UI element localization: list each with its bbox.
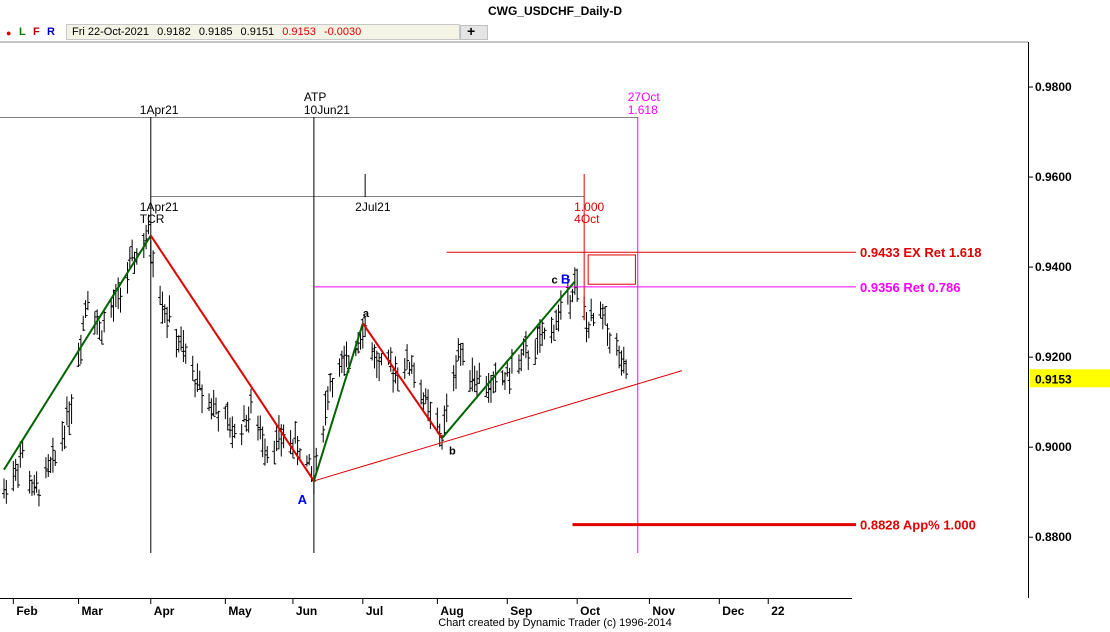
time-tick-label: Jul bbox=[366, 604, 383, 618]
wave-label: b bbox=[449, 445, 456, 457]
last-price-tag bbox=[1030, 369, 1110, 388]
time-tick-label: Sep bbox=[510, 604, 532, 618]
time-tick-label: Mar bbox=[82, 604, 104, 618]
time-tick-label: May bbox=[228, 604, 252, 618]
ohlc-open: 0.9182 bbox=[157, 26, 191, 38]
last-price-label: 0.9153 bbox=[1035, 372, 1072, 386]
price-tick-label: 0.8800 bbox=[1035, 530, 1072, 544]
time-marker-sublabel: TCR bbox=[140, 212, 165, 226]
price-tick-label: 0.9600 bbox=[1035, 170, 1072, 184]
ohlc-low: 0.9151 bbox=[240, 26, 275, 38]
time-marker-label: ATP bbox=[304, 90, 326, 104]
price-level-label: 0.9356 Ret 0.786 bbox=[860, 280, 960, 295]
wave-label: c bbox=[552, 274, 558, 286]
chart-credit: Chart created by Dynamic Trader (c) 1996… bbox=[438, 617, 672, 629]
wave-label: a bbox=[363, 308, 370, 320]
price-level-label: 0.8828 App% 1.000 bbox=[860, 518, 976, 533]
add-icon[interactable]: + bbox=[467, 23, 476, 39]
price-level-label: 0.9433 EX Ret 1.618 bbox=[860, 245, 981, 260]
wave-label: B bbox=[561, 271, 570, 286]
time-tick-label: Nov bbox=[652, 604, 675, 618]
record-dot-icon[interactable]: ● bbox=[6, 28, 12, 38]
price-tick-label: 0.9800 bbox=[1035, 80, 1072, 94]
swing-line bbox=[312, 323, 364, 482]
time-marker-label: 1.618 bbox=[628, 103, 658, 117]
swing-line bbox=[3, 235, 152, 471]
swing-line bbox=[149, 235, 315, 482]
time-tick-label: Oct bbox=[580, 604, 600, 618]
time-tick-label: Apr bbox=[154, 604, 175, 618]
chart-title: CWG_USDCHF_Daily-D bbox=[487, 4, 622, 18]
time-marker-label: 4Oct bbox=[574, 212, 600, 226]
toolbar-r-button[interactable]: R bbox=[47, 26, 55, 38]
ohlc-close: 0.9153 bbox=[282, 26, 316, 38]
time-marker-label: 10Jun21 bbox=[304, 103, 350, 117]
price-tick-label: 0.9400 bbox=[1035, 260, 1072, 274]
time-marker-label: 1.000 bbox=[574, 200, 604, 214]
time-marker-label: 27Oct bbox=[628, 90, 661, 104]
time-marker-label: 2Jul21 bbox=[355, 200, 391, 214]
ohlc-readout: Fri 22-Oct-2021 0.9182 0.9185 0.9151 0.9… bbox=[66, 24, 460, 40]
time-tick-label: 22 bbox=[771, 604, 785, 618]
time-tick-label: Jun bbox=[296, 604, 317, 618]
ohlc-change: -0.0030 bbox=[323, 26, 362, 38]
price-tick-label: 0.9000 bbox=[1035, 440, 1072, 454]
toolbar-f-button[interactable]: F bbox=[33, 26, 40, 38]
time-tick-label: Dec bbox=[722, 604, 744, 618]
price-tick-label: 0.9200 bbox=[1035, 350, 1072, 364]
target-box bbox=[587, 254, 636, 285]
toolbar-l-button[interactable]: L bbox=[19, 26, 26, 38]
trend-line bbox=[313, 370, 683, 482]
time-tick-label: Feb bbox=[16, 604, 37, 618]
wave-label: A bbox=[298, 492, 308, 507]
ohlc-date: Fri 22-Oct-2021 bbox=[72, 26, 150, 38]
time-marker-label: 1Apr21 bbox=[140, 200, 179, 214]
ohlc-high: 0.9185 bbox=[198, 26, 233, 38]
ohlc-extension bbox=[460, 25, 488, 40]
time-marker-label: 1Apr21 bbox=[140, 103, 179, 117]
chart-toolbar: ● L F R Fri 22-Oct-2021 0.9182 0.9185 0.… bbox=[0, 22, 1028, 42]
swing-line bbox=[441, 280, 576, 439]
time-tick-label: Aug bbox=[440, 604, 463, 618]
swing-line bbox=[361, 322, 443, 439]
